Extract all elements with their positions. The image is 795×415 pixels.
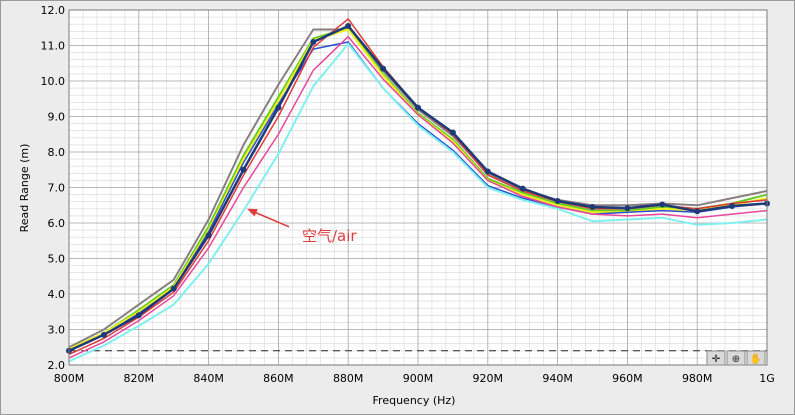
y-tick-label: 4.0 bbox=[48, 288, 66, 301]
crosshair-icon: ✛ bbox=[712, 354, 721, 365]
series-point bbox=[589, 204, 596, 211]
marker-layer bbox=[66, 22, 770, 354]
series-point bbox=[624, 205, 631, 212]
series-point bbox=[519, 185, 526, 192]
x-tick-label: 800M bbox=[54, 372, 85, 385]
y-axis-label: Read Range (m) bbox=[18, 144, 31, 233]
series-point bbox=[484, 168, 491, 175]
x-tick-labels: 800M 820M 840M 860M 880M 900M 920M 940M 960M 980M… bbox=[54, 372, 775, 385]
y-tick-label: 6.0 bbox=[48, 217, 66, 230]
zoom-icon: ⊕ bbox=[732, 354, 740, 365]
x-tick-label: 820M bbox=[124, 372, 155, 385]
x-tick-label: 840M bbox=[193, 372, 224, 385]
graph-palette: ✛ ⊕ ✋ bbox=[706, 350, 766, 366]
series-line-2 bbox=[68, 26, 768, 350]
series-point bbox=[240, 166, 247, 173]
series-point bbox=[310, 38, 317, 45]
y-tick-label: 7.0 bbox=[48, 182, 66, 195]
series-point bbox=[345, 22, 352, 29]
series-line-5 bbox=[68, 35, 768, 359]
series-point bbox=[205, 232, 212, 239]
x-tick-label: 960M bbox=[612, 372, 643, 385]
plot-border bbox=[68, 9, 768, 366]
series-point bbox=[415, 104, 421, 111]
y-tick-labels: 2.0 3.0 4.0 5.0 6.0 7.0 8.0 9.0 10.0 11.0 12.0 bbox=[41, 4, 66, 372]
x-tick-label: 920M bbox=[473, 372, 504, 385]
x-tick-label: 900M bbox=[403, 372, 434, 385]
x-tick-label: 1G bbox=[759, 372, 775, 385]
y-tick-label: 12.0 bbox=[41, 4, 66, 17]
pan-tool-button[interactable]: ✋ bbox=[746, 350, 766, 366]
cursor-tool-button[interactable]: ✛ bbox=[706, 350, 726, 366]
x-tick-label: 880M bbox=[333, 372, 364, 385]
series-point bbox=[170, 285, 177, 292]
y-tick-label: 3.0 bbox=[48, 324, 66, 337]
series-point bbox=[729, 202, 736, 209]
annotation: 空气/air bbox=[246, 208, 357, 245]
x-tick-label: 860M bbox=[263, 372, 294, 385]
hand-icon: ✋ bbox=[750, 352, 762, 365]
y-tick-label: 11.0 bbox=[41, 40, 66, 53]
series-point bbox=[449, 129, 456, 136]
series-point bbox=[694, 208, 701, 215]
zoom-tool-button[interactable]: ⊕ bbox=[726, 350, 746, 366]
series-point bbox=[659, 201, 666, 208]
x-tick-label: 940M bbox=[542, 372, 573, 385]
x-tick-label: 980M bbox=[682, 372, 713, 385]
series-point bbox=[135, 312, 142, 319]
x-axis-label: Frequency (Hz) bbox=[373, 394, 456, 407]
y-tick-label: 10.0 bbox=[41, 75, 66, 88]
annotation-label: 空气/air bbox=[302, 227, 357, 245]
annotation-arrow-line bbox=[252, 210, 290, 228]
y-tick-label: 2.0 bbox=[48, 359, 66, 372]
series-point bbox=[554, 197, 561, 204]
y-tick-label: 9.0 bbox=[48, 111, 66, 124]
y-tick-label: 8.0 bbox=[48, 146, 66, 159]
y-tick-label: 5.0 bbox=[48, 253, 66, 266]
series-point bbox=[380, 65, 387, 72]
series-line-7 bbox=[68, 42, 768, 363]
series-point bbox=[275, 104, 282, 111]
annotation-arrow-head bbox=[246, 208, 258, 217]
series-point bbox=[100, 331, 107, 338]
